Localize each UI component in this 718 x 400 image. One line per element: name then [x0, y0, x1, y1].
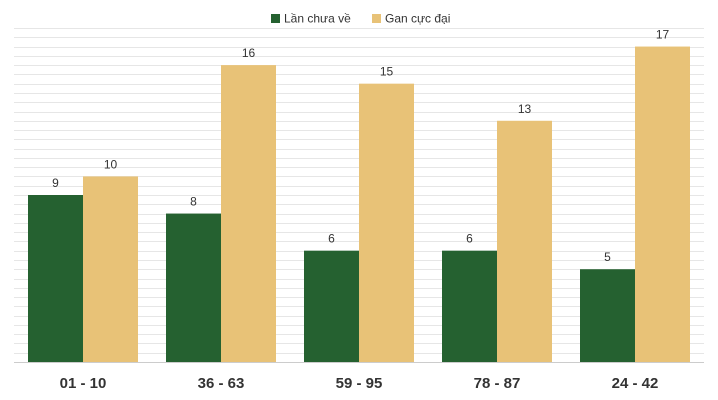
- data-label: 15: [380, 65, 394, 79]
- bar: [83, 176, 138, 362]
- data-label: 6: [466, 232, 473, 246]
- legend-label: Lần chưa về: [284, 12, 351, 26]
- legend-swatch: [372, 14, 381, 23]
- bar: [359, 83, 414, 363]
- data-label: 16: [242, 46, 256, 60]
- bar: [304, 250, 359, 362]
- x-axis: 01 - 10 36 - 63 59 - 95 78 - 87 24 - 42: [14, 362, 704, 392]
- legend-label: Gan cực đại: [385, 12, 450, 26]
- bar: [221, 65, 276, 362]
- data-label: 6: [328, 232, 335, 246]
- data-label: 13: [518, 102, 532, 116]
- data-label: 10: [104, 157, 118, 171]
- bar: [442, 250, 497, 362]
- x-tick-label: 24 - 42: [612, 375, 659, 392]
- legend: Lần chưa về Gan cực đại: [271, 12, 450, 26]
- data-label: 17: [656, 28, 670, 42]
- bar: [28, 195, 83, 362]
- x-tick-label: 78 - 87: [474, 375, 521, 392]
- bars: [28, 46, 690, 363]
- x-tick-label: 36 - 63: [198, 375, 245, 392]
- legend-swatch: [271, 14, 280, 23]
- x-tick-label: 01 - 10: [60, 375, 107, 392]
- x-tick-label: 59 - 95: [336, 375, 383, 392]
- value-labels: 9 10 8 16 6 15 6 13 5 17: [52, 28, 669, 265]
- data-label: 8: [190, 195, 197, 209]
- bar: [580, 269, 635, 362]
- bar: [635, 46, 690, 363]
- data-label: 5: [604, 250, 611, 264]
- bar: [497, 120, 552, 363]
- data-label: 9: [52, 176, 59, 190]
- bar: [166, 213, 221, 362]
